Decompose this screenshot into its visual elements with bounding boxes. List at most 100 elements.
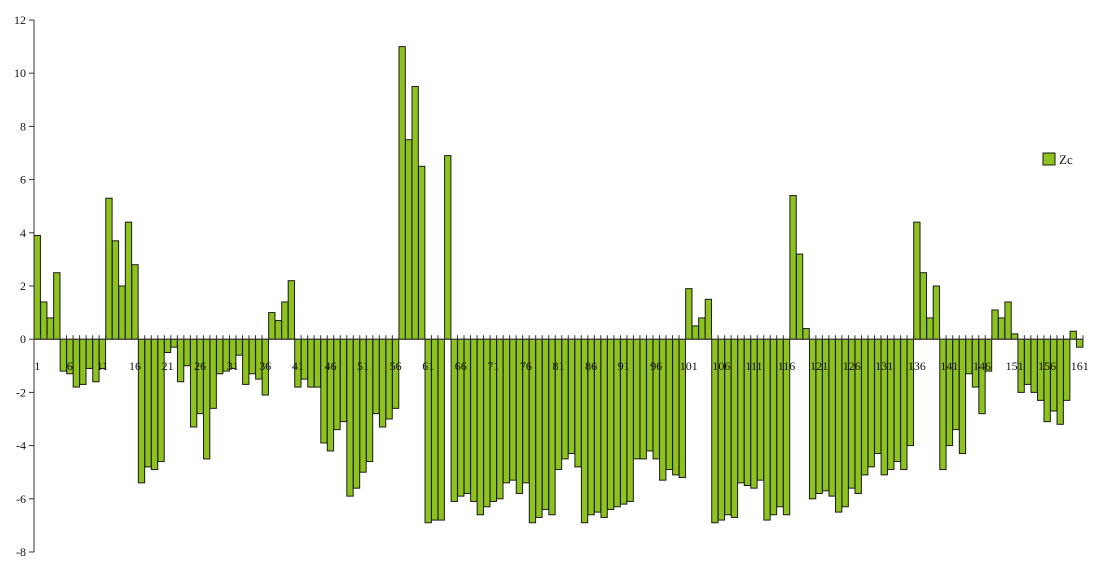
y-tick-label--4: -4 [16,439,26,453]
bar-27 [203,338,211,460]
bar-89 [606,338,615,510]
bar-101 [685,288,693,340]
bar-55 [385,338,393,420]
bar-63 [437,338,445,521]
bar-4 [53,272,61,340]
bar-48 [339,338,348,423]
x-tick-label-6: 6 [67,359,73,373]
bar-23 [176,338,185,383]
bar-146 [978,338,986,415]
x-tick-label-56: 56 [390,359,402,373]
y-tick-label--6: -6 [16,492,26,506]
bar-22 [170,338,178,348]
bar-16 [131,264,139,340]
bar-7 [72,338,81,388]
bar-83 [567,338,576,455]
bar-95 [646,338,654,452]
bar-156 [1043,338,1051,423]
bar-154 [1030,338,1038,393]
bar-12 [105,197,113,340]
x-tick-label-106: 106 [712,359,730,373]
x-tick-label-116: 116 [778,359,796,373]
bar-133 [893,338,901,463]
x-tick-label-101: 101 [680,359,698,373]
x-tick-label-161: 161 [1071,359,1089,373]
bar-79 [541,338,550,510]
bar-99 [672,338,680,476]
bar-137 [919,272,928,340]
bar-134 [900,338,908,471]
bar-103 [698,317,706,340]
bar-93 [633,338,641,460]
x-tick-label-156: 156 [1038,359,1056,373]
bar-143 [958,338,967,455]
bar-114 [769,338,778,516]
legend-label-zc: Zc [1059,152,1073,167]
bar-44 [313,338,322,388]
bar-82 [561,338,569,460]
bar-158 [1056,338,1064,425]
bar-58 [404,139,413,340]
y-tick-label--2: -2 [16,385,26,399]
bar-64 [444,155,452,340]
bar-88 [600,338,608,518]
bar-129 [867,338,875,468]
bar-32 [235,338,243,356]
bar-60 [418,165,426,340]
bar-78 [535,338,543,518]
x-tick-label-21: 21 [162,359,174,373]
bar-102 [691,325,699,340]
bar-73 [502,338,511,484]
bar-8 [79,338,87,385]
bar-59 [411,86,419,340]
bar-94 [639,338,647,460]
bar-117 [789,195,797,340]
bar-20 [157,338,165,463]
bar-54 [378,338,387,428]
x-tick-label-16: 16 [129,359,141,373]
x-tick-label-61: 61 [422,359,434,373]
bar-37 [268,312,276,340]
bar-130 [874,338,882,455]
bar-46 [326,338,335,452]
bar-18 [144,338,152,468]
bar-135 [906,338,914,447]
x-tick-label-151: 151 [1006,359,1024,373]
x-tick-label-26: 26 [194,359,206,373]
bar-141 [945,338,954,447]
bar-150 [1004,301,1012,340]
bar-38 [274,320,282,340]
bar-52 [365,338,374,463]
y-tick-label-2: 2 [20,279,26,293]
x-tick-label-131: 131 [875,359,893,373]
bar-29 [216,338,224,375]
x-tick-label-76: 76 [520,359,532,373]
y-tick-label-10: 10 [14,66,26,80]
bar-124 [835,338,843,513]
bar-69 [476,338,484,516]
x-tick-label-146: 146 [973,359,991,373]
bar-21 [163,338,172,354]
bar-119 [802,328,810,340]
bar-161 [1076,338,1084,348]
x-tick-label-31: 31 [227,359,239,373]
bar-74 [509,338,517,481]
x-tick-label-81: 81 [553,359,565,373]
bar-96 [652,338,660,460]
bar-159 [1063,338,1071,401]
bar-56 [391,338,400,409]
bar-5 [59,338,67,372]
y-tick-label--8: -8 [16,545,26,558]
x-tick-label-91: 91 [618,359,630,373]
x-tick-label-121: 121 [810,359,828,373]
bar-108 [730,338,739,518]
bar-39 [281,301,289,340]
bar-47 [333,338,341,431]
x-tick-label-136: 136 [908,359,926,373]
bar-15 [124,221,133,340]
bar-128 [861,338,869,476]
x-tick-label-46: 46 [324,359,336,373]
bar-144 [965,338,973,375]
